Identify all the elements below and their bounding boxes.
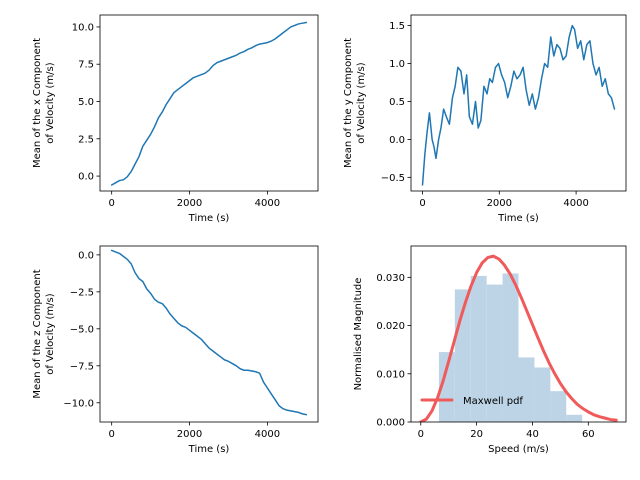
y-tick-label: 0.000: [376, 418, 405, 429]
y-tick-label: 10.0: [72, 22, 94, 33]
x-tick-label: 4000: [255, 429, 280, 440]
x-tick-label: 2000: [177, 198, 202, 209]
axes-frame: [99, 245, 319, 423]
y-tick-label: −0.5: [381, 173, 405, 184]
y-tick-label: 7.5: [78, 60, 94, 71]
x-tick-label: 4000: [255, 198, 280, 209]
histogram-bar: [534, 367, 551, 422]
y-tick-label: 0.020: [376, 321, 405, 332]
x-tick-label: 0: [108, 429, 114, 440]
y-tick-label: 0.0: [389, 135, 405, 146]
x-tick-label: 0: [418, 429, 424, 440]
y-tick-label: 2.5: [78, 134, 94, 145]
series-line: [110, 249, 308, 416]
axes-frame: [410, 245, 627, 423]
y-tick-label: 0.030: [376, 273, 405, 284]
series-line: [110, 21, 308, 186]
maxwell-pdf-line: [419, 254, 618, 422]
y-tick-label: 0.0: [78, 172, 94, 183]
y-tick-label: −2.5: [70, 287, 94, 298]
histogram-bar: [502, 273, 519, 422]
legend-label: Maxwell pdf: [463, 396, 523, 407]
y-tick-label: −10.0: [63, 398, 94, 409]
histogram-bar: [566, 414, 583, 422]
x-tick-label: 20: [470, 429, 483, 440]
chart-top-right: 0 2000 4000 −0.5 0.0 0.5 1.0 1.5 Time (s) Mean of…: [343, 14, 627, 224]
x-tick-label: 4000: [563, 198, 588, 209]
x-tick-label: 40: [526, 429, 539, 440]
y-tick-label: −5.0: [70, 324, 94, 335]
x-tick-label: 2000: [177, 429, 202, 440]
series-line: [421, 24, 616, 186]
y-tick-label: 0.5: [389, 97, 405, 108]
x-axis-label: Speed (m/s): [488, 444, 549, 455]
x-tick-label: 0: [419, 198, 425, 209]
x-tick-label: 60: [582, 429, 595, 440]
x-tick-label: 2000: [487, 198, 512, 209]
histogram-bar: [438, 352, 455, 422]
x-axis-label: Time (s): [188, 444, 230, 455]
y-tick-label: 0.0: [78, 250, 94, 261]
y-axis-label: of Velocity (m/s): [45, 62, 56, 143]
y-axis-label: Mean of the z Component: [32, 269, 43, 398]
chart-top-left: 0 2000 4000 0.0 2.5 5.0 7.5 10.0 Time (s) Mean of…: [32, 14, 319, 224]
histogram-bar: [470, 275, 487, 422]
histogram-bar: [486, 284, 503, 422]
chart-bottom-right: 0 20 40 60 0.000 0.010 0.020 0.030 Speed (m/s) No…: [353, 245, 627, 455]
x-tick-label: 0: [108, 198, 114, 209]
y-tick-label: 5.0: [78, 97, 94, 108]
x-axis-label: Time (s): [188, 213, 230, 224]
axes-frame: [410, 14, 627, 192]
chart-bottom-left: 0 2000 4000 0.0 −2.5 −5.0 −7.5 −10.0 Time (s) Mea…: [32, 245, 319, 455]
y-tick-label: 1.0: [389, 59, 405, 70]
y-tick-label: 0.010: [376, 369, 405, 380]
y-tick-label: −7.5: [70, 361, 94, 372]
y-axis-label: of Velocity (m/s): [356, 62, 367, 143]
histogram-bar: [518, 357, 535, 422]
y-tick-label: 1.5: [389, 21, 405, 32]
y-axis-label: Mean of the y Component: [343, 38, 354, 168]
y-axis-label: Normalised Magnitude: [353, 278, 364, 391]
x-axis-label: Time (s): [497, 213, 539, 224]
histogram-bar: [550, 391, 567, 422]
axes-frame: [99, 14, 319, 192]
y-axis-label: of Velocity (m/s): [45, 293, 56, 374]
y-axis-label: Mean of the x Component: [32, 38, 43, 168]
